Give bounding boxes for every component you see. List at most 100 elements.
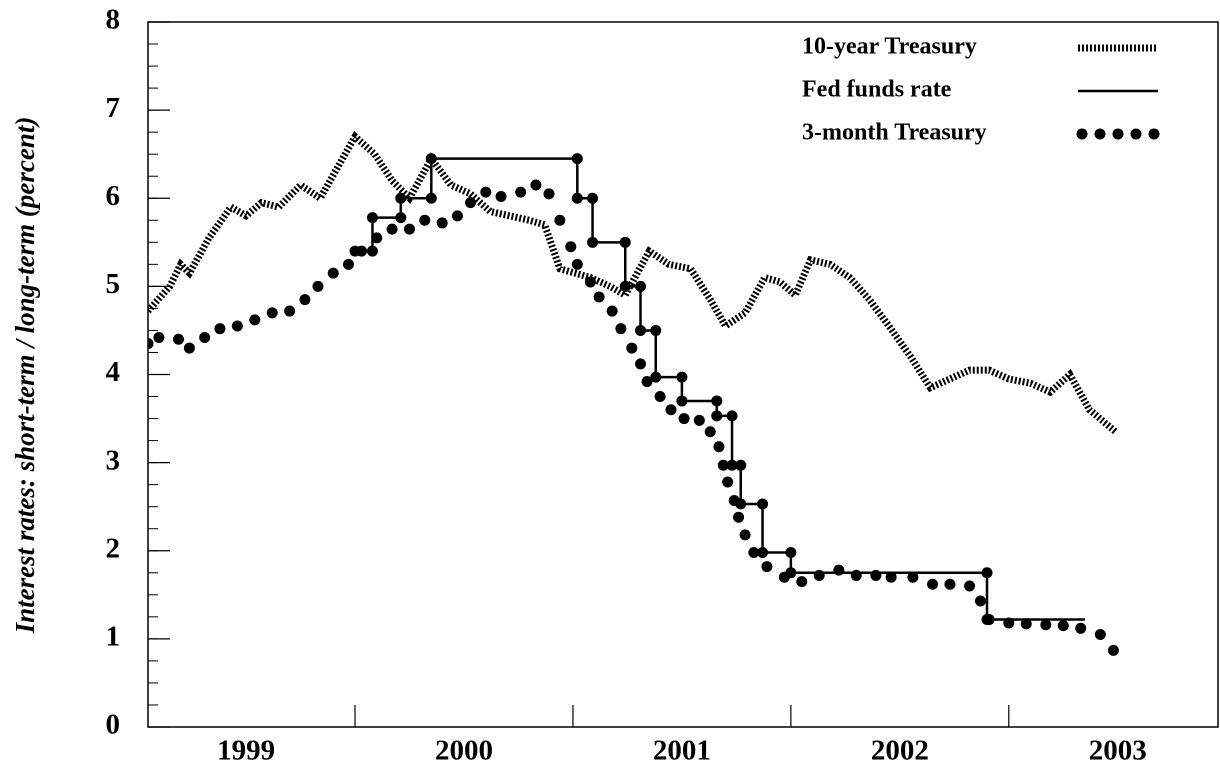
point	[974, 595, 986, 607]
legend-swatch	[1112, 128, 1124, 140]
x-tick-label: 2000	[435, 735, 493, 767]
point	[515, 186, 527, 198]
point	[665, 404, 677, 416]
plot-area	[148, 131, 1119, 656]
point	[713, 441, 725, 453]
step-dot	[587, 192, 599, 204]
point	[530, 179, 542, 191]
legend-swatch	[1130, 128, 1142, 140]
point	[927, 578, 939, 590]
x-tick-label: 2001	[653, 735, 711, 767]
x-tick-label: 2002	[871, 735, 929, 767]
point	[678, 413, 690, 425]
legend-label: 3-month Treasury	[802, 120, 987, 146]
point	[654, 391, 666, 403]
y-tick-label: 1	[106, 621, 121, 653]
point	[796, 576, 808, 588]
step-dot	[735, 459, 747, 471]
point	[342, 258, 354, 270]
point	[870, 569, 882, 581]
step-dot	[587, 236, 599, 248]
x-tick-label: 1999	[217, 735, 275, 767]
legend-swatch	[1094, 128, 1106, 140]
step-dot	[635, 324, 647, 336]
point	[284, 305, 296, 317]
step-dot	[785, 547, 797, 559]
legend-label: 10-year Treasury	[802, 34, 977, 60]
step-dot	[757, 498, 769, 510]
step-dot	[676, 395, 688, 407]
step-dot	[395, 212, 407, 224]
step-dot	[726, 410, 738, 422]
point	[451, 210, 463, 222]
point	[327, 267, 339, 279]
legend-swatch	[1076, 128, 1088, 140]
point	[153, 331, 165, 343]
point	[480, 186, 492, 198]
point	[148, 338, 154, 350]
point	[495, 190, 507, 202]
y-tick-label: 8	[106, 4, 121, 36]
point	[739, 529, 751, 541]
point	[615, 323, 627, 335]
point	[1107, 644, 1119, 656]
point	[419, 214, 431, 226]
step-dot	[619, 236, 631, 248]
point	[641, 376, 653, 388]
point	[543, 188, 555, 200]
point	[299, 294, 311, 306]
step-dot	[425, 192, 437, 204]
point	[778, 571, 790, 583]
point	[565, 241, 577, 253]
point	[183, 342, 195, 354]
point	[199, 331, 211, 343]
step-dot	[571, 192, 583, 204]
step-dot	[676, 371, 688, 383]
step-dot	[395, 192, 407, 204]
point	[386, 223, 398, 235]
point	[1075, 622, 1087, 634]
series-line	[148, 131, 1118, 435]
y-tick-label: 3	[106, 444, 121, 476]
point	[850, 569, 862, 581]
point	[1094, 628, 1106, 640]
y-tick-label: 6	[106, 180, 121, 212]
point	[907, 571, 919, 583]
point	[626, 342, 638, 354]
point	[465, 197, 477, 209]
point	[717, 459, 729, 471]
point	[728, 495, 740, 507]
step-dot	[619, 280, 631, 292]
point	[266, 307, 278, 319]
y-tick-label: 2	[106, 532, 121, 564]
point	[231, 320, 243, 332]
point	[733, 511, 745, 523]
point	[593, 291, 605, 303]
y-tick-label: 0	[106, 709, 121, 741]
point	[436, 217, 448, 229]
point	[1057, 620, 1069, 632]
point	[722, 476, 734, 488]
y-axis-label: Interest rates: short-term / long-term (…	[10, 117, 40, 635]
step-dot	[366, 212, 378, 224]
y-tick-label: 5	[106, 268, 121, 300]
point	[813, 569, 825, 581]
point	[571, 258, 583, 270]
point	[1003, 617, 1015, 629]
point	[554, 214, 566, 226]
point	[944, 578, 956, 590]
step-dot	[650, 371, 662, 383]
point	[693, 414, 705, 426]
step-dot	[711, 395, 723, 407]
point	[584, 276, 596, 288]
point	[371, 232, 383, 244]
step-dot	[711, 410, 723, 422]
point	[885, 571, 897, 583]
point	[833, 564, 845, 576]
point	[356, 245, 368, 257]
point	[214, 323, 226, 335]
point	[761, 561, 773, 573]
step-dot	[650, 324, 662, 336]
point	[1020, 618, 1032, 630]
